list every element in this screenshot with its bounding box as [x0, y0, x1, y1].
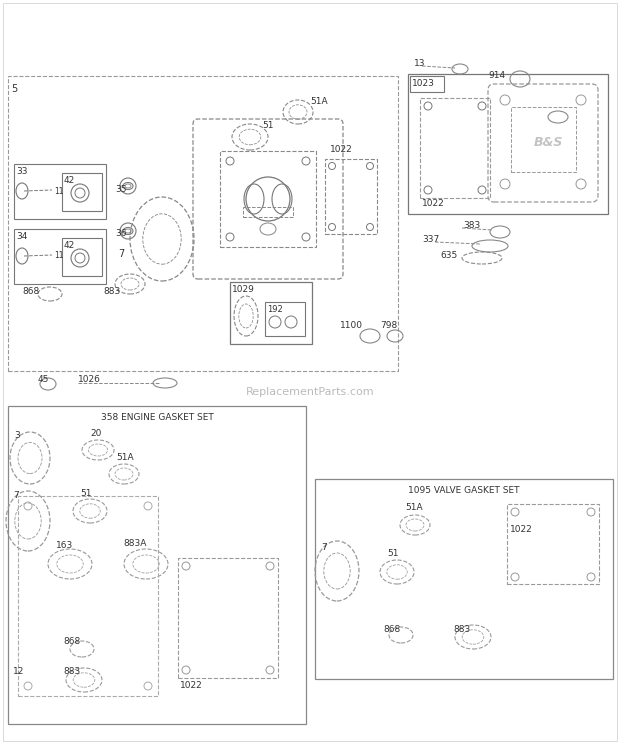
Bar: [14, 164, 106, 219]
Bar: [420, 98, 490, 198]
Text: 883A: 883A: [123, 539, 146, 548]
Text: 1026: 1026: [78, 374, 101, 383]
Text: 51: 51: [262, 121, 273, 130]
Text: 13: 13: [414, 60, 425, 68]
Text: 1022: 1022: [510, 525, 533, 533]
Text: 1023: 1023: [412, 80, 435, 89]
Bar: [178, 558, 278, 678]
Text: 163: 163: [56, 542, 73, 551]
Text: 883: 883: [453, 624, 470, 633]
Text: 5: 5: [11, 84, 17, 94]
Bar: [408, 74, 608, 214]
Text: 7: 7: [321, 542, 327, 551]
Text: 868: 868: [383, 624, 401, 633]
Bar: [230, 282, 312, 344]
Text: 1095 VALVE GASKET SET: 1095 VALVE GASKET SET: [408, 486, 520, 495]
Text: 7: 7: [118, 249, 124, 259]
Text: 51: 51: [387, 550, 399, 559]
Bar: [62, 173, 102, 211]
Text: 42: 42: [64, 176, 75, 185]
Text: 1022: 1022: [180, 682, 203, 690]
Text: 20: 20: [90, 429, 102, 438]
Bar: [18, 496, 158, 696]
Bar: [220, 151, 316, 247]
Text: 868: 868: [22, 287, 39, 297]
Text: 192: 192: [267, 305, 283, 314]
Text: 883: 883: [63, 667, 80, 676]
Text: 12: 12: [13, 667, 24, 676]
Text: 358 ENGINE GASKET SET: 358 ENGINE GASKET SET: [100, 413, 213, 422]
Text: 1029: 1029: [232, 285, 255, 294]
Text: 51: 51: [80, 490, 92, 498]
Text: ReplacementParts.com: ReplacementParts.com: [246, 387, 374, 397]
Text: 34: 34: [16, 232, 27, 241]
Bar: [8, 406, 306, 724]
Text: 51A: 51A: [116, 454, 134, 463]
Text: 883: 883: [103, 287, 120, 297]
Text: 35: 35: [115, 185, 126, 193]
Bar: [511, 107, 576, 172]
Bar: [325, 159, 377, 234]
Text: 7: 7: [13, 492, 19, 501]
Text: 33: 33: [16, 167, 27, 176]
Text: 42: 42: [64, 241, 75, 250]
Bar: [315, 479, 613, 679]
Text: B&S: B&S: [533, 135, 563, 149]
Bar: [265, 302, 305, 336]
Text: 3: 3: [14, 432, 20, 440]
Text: 635: 635: [440, 251, 458, 260]
Text: 383: 383: [463, 222, 480, 231]
Text: 914: 914: [488, 71, 505, 80]
Text: 36: 36: [115, 229, 126, 239]
Text: 1100: 1100: [340, 321, 363, 330]
Text: 45: 45: [38, 374, 50, 383]
Bar: [8, 76, 398, 371]
Text: 11: 11: [54, 187, 63, 196]
Text: 1022: 1022: [330, 144, 353, 153]
Bar: [243, 207, 293, 217]
Bar: [507, 504, 599, 584]
Text: 1022: 1022: [422, 199, 445, 208]
Text: 51A: 51A: [405, 502, 423, 512]
Text: 337: 337: [422, 236, 439, 245]
Bar: [410, 76, 444, 92]
Bar: [62, 238, 102, 276]
Text: 798: 798: [380, 321, 397, 330]
Text: 51A: 51A: [310, 97, 327, 106]
Text: 11: 11: [54, 251, 63, 260]
Text: 868: 868: [63, 638, 80, 647]
Bar: [14, 229, 106, 284]
